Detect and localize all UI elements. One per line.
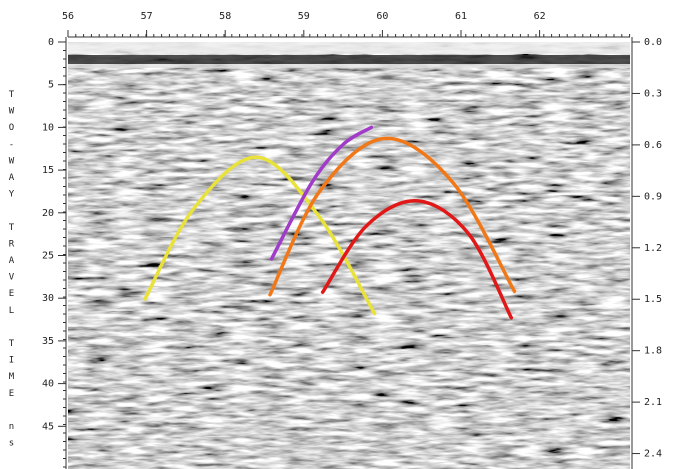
x-tick-label: 56 — [62, 11, 74, 22]
hyperbola-fit — [268, 136, 517, 297]
x-tick-label: 62 — [534, 11, 546, 22]
x-tick-label: 59 — [298, 11, 310, 22]
y-tick-label: 45 — [42, 421, 54, 432]
y2-tick-label: 1.2 — [644, 243, 662, 254]
minor-ticks — [63, 34, 631, 468]
y2-tick-label: 1.5 — [644, 294, 662, 305]
hyperbola-fit — [143, 155, 377, 316]
y2-tick-label: 0.6 — [644, 140, 662, 151]
hyperbola-fit — [320, 199, 514, 320]
y-axis-label: TWO-WAY TRAVEL TIME ns — [7, 90, 17, 455]
x-tick-label: 60 — [376, 11, 388, 22]
y-tick-label: 20 — [42, 208, 54, 219]
x-tick-label: 57 — [141, 11, 153, 22]
radargram-image — [68, 42, 630, 469]
y2-tick-label: 2.4 — [644, 449, 662, 460]
y-tick-label: 30 — [42, 293, 54, 304]
x-tick-label: 58 — [219, 11, 231, 22]
y2-tick-label: 0.9 — [644, 191, 662, 202]
x-tick-label: 61 — [455, 11, 467, 22]
y2-tick-label: 0.0 — [644, 37, 662, 48]
y-tick-label: 5 — [48, 80, 54, 91]
y-tick-label: 0 — [48, 37, 54, 48]
y2-tick-label: 2.1 — [644, 397, 662, 408]
y2-tick-label: 0.3 — [644, 88, 662, 99]
y-tick-label: 10 — [42, 122, 54, 133]
hyperbola-fit — [269, 125, 374, 261]
y-tick-label: 25 — [42, 251, 54, 262]
y-tick-label: 35 — [42, 336, 54, 347]
y-tick-label: 40 — [42, 379, 54, 390]
y-tick-label: 15 — [42, 165, 54, 176]
y2-tick-label: 1.8 — [644, 346, 662, 357]
